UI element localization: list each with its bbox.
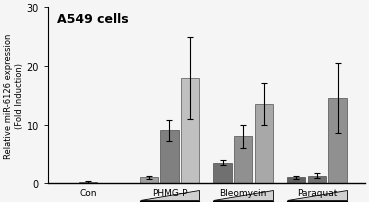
Polygon shape	[213, 190, 273, 200]
Polygon shape	[140, 190, 199, 200]
Y-axis label: Relative miR-6126 expression
(Fold Induction): Relative miR-6126 expression (Fold Induc…	[4, 33, 24, 158]
Bar	[287, 178, 305, 183]
Bar	[181, 78, 199, 183]
Bar	[213, 163, 232, 183]
Bar	[140, 178, 158, 183]
Bar	[255, 104, 273, 183]
Bar	[79, 182, 97, 183]
Bar	[308, 176, 326, 183]
Bar	[234, 137, 252, 183]
Bar	[328, 99, 346, 183]
Polygon shape	[287, 190, 346, 200]
Bar	[161, 131, 179, 183]
Text: A549 cells: A549 cells	[57, 13, 129, 26]
